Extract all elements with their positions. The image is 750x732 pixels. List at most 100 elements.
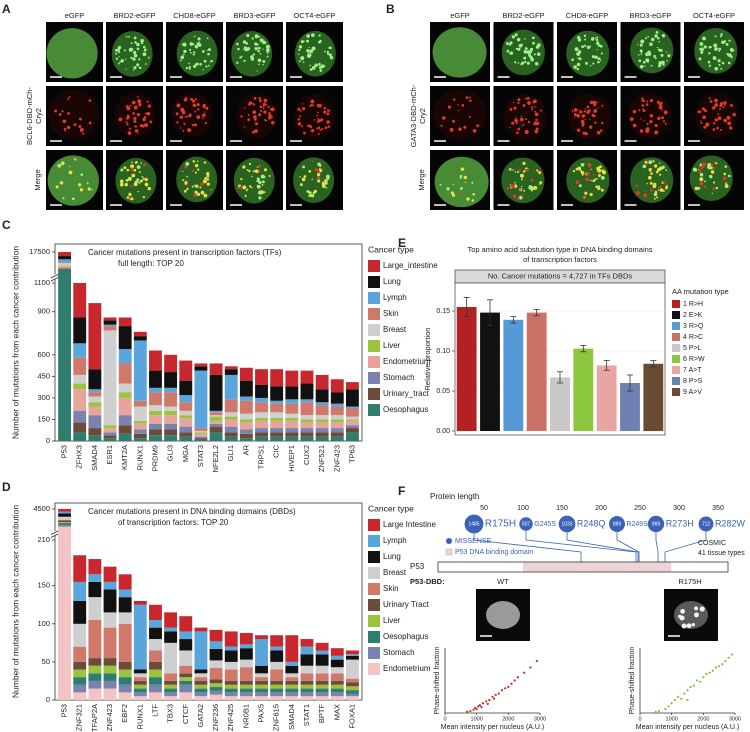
bar-segment <box>345 682 359 687</box>
punctum <box>180 55 185 60</box>
bar-segment <box>133 696 147 700</box>
punctum <box>642 61 646 64</box>
punctum <box>596 36 599 39</box>
punctum <box>593 109 598 113</box>
punctum <box>514 118 519 123</box>
x-tick-label: ZNF423 <box>105 704 114 731</box>
punctum <box>133 119 137 123</box>
punctum <box>126 114 130 118</box>
punctum <box>310 103 313 107</box>
mutation-count: 889 <box>613 521 622 527</box>
bar-segment <box>149 604 162 620</box>
punctum <box>645 103 649 106</box>
punctum <box>251 37 254 40</box>
punctum <box>257 58 262 63</box>
punctum <box>194 44 198 48</box>
punctum <box>715 162 718 165</box>
bar-segment <box>164 673 178 681</box>
punctum <box>317 118 320 120</box>
y-tick-label: 0 <box>46 695 50 704</box>
punctum <box>694 613 698 617</box>
punctum <box>711 106 716 110</box>
punctum <box>130 56 133 59</box>
punctum <box>576 128 581 132</box>
bar-segment <box>149 669 162 678</box>
punctum <box>643 193 648 198</box>
punctum <box>643 119 645 122</box>
point <box>523 671 526 674</box>
bar-segment <box>224 696 238 700</box>
x-tick-label: HIVEP1 <box>287 445 296 472</box>
bar-segment <box>58 513 72 517</box>
punctum <box>142 118 146 122</box>
y-axis-label: Relative proportion <box>423 328 432 391</box>
nucleus <box>46 28 98 79</box>
legend-label: P53 DNA binding domain <box>455 549 533 556</box>
punctum <box>652 160 655 163</box>
punctum <box>645 128 650 132</box>
punctum <box>714 35 717 38</box>
punctum <box>459 187 463 190</box>
punctum <box>63 127 67 131</box>
y-tick-label: 0.00 <box>436 428 450 435</box>
bar-segment <box>255 639 268 666</box>
bar-segment <box>209 690 223 695</box>
punctum <box>576 62 581 67</box>
punctum <box>698 57 702 61</box>
punctum <box>140 162 142 164</box>
punctum <box>723 182 727 185</box>
bar-segment <box>179 436 193 441</box>
punctum <box>299 115 302 118</box>
punctum <box>179 127 182 129</box>
punctum <box>598 185 601 188</box>
punctum <box>61 110 64 113</box>
bar-segment <box>345 655 359 660</box>
punctum <box>309 68 313 71</box>
bar-segment <box>270 403 284 413</box>
bar-segment <box>194 688 208 693</box>
punctum <box>264 41 267 45</box>
punctum <box>589 192 593 197</box>
punctum <box>516 131 519 135</box>
punctum <box>136 63 140 67</box>
legend-swatch <box>368 404 380 416</box>
x-tick-label: GLI1 <box>226 445 235 461</box>
bar-segment <box>330 436 344 441</box>
row-label: BCL6-DBD-mCh- <box>25 87 34 145</box>
punctum <box>250 55 254 59</box>
punctum <box>723 118 728 123</box>
bar-segment <box>179 680 193 685</box>
legend-swatch <box>368 260 380 272</box>
punctum <box>717 113 720 115</box>
bar-segment <box>73 432 87 441</box>
bar-segment <box>315 415 329 420</box>
punctum <box>453 98 456 101</box>
punctum <box>691 623 696 627</box>
bar-segment <box>73 422 87 433</box>
point <box>657 709 661 713</box>
punctum <box>186 175 188 178</box>
punctum <box>239 185 243 189</box>
punctum <box>68 96 71 98</box>
punctum <box>136 132 139 134</box>
point <box>500 689 504 692</box>
bar-segment <box>285 432 299 437</box>
punctum <box>202 69 204 71</box>
bar-segment <box>179 692 193 700</box>
punctum <box>120 59 124 63</box>
punctum <box>262 60 266 63</box>
punctum <box>120 168 124 172</box>
point <box>689 685 692 689</box>
punctum <box>196 103 200 107</box>
punctum <box>321 184 326 188</box>
bar-segment <box>345 389 359 407</box>
punctum <box>130 197 134 201</box>
x-tick-label: NFE2L2 <box>211 445 220 473</box>
punctum <box>136 178 140 182</box>
stem <box>566 532 639 563</box>
punctum <box>180 59 182 62</box>
bar-segment <box>73 581 87 601</box>
punctum <box>197 193 201 197</box>
bar-segment <box>224 419 238 427</box>
punctum <box>258 196 262 200</box>
